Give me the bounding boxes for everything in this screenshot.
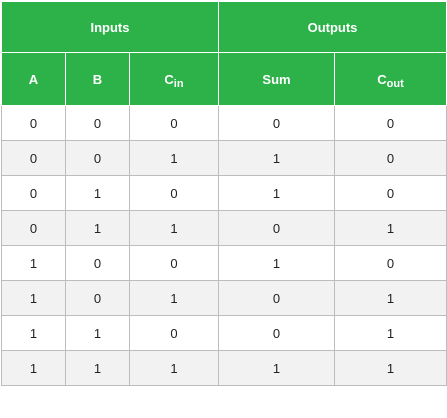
table-cell: 0 (129, 105, 219, 141)
column-header-b: B (65, 52, 130, 106)
table-cell: 0 (218, 210, 335, 246)
column-header-b-label: B (92, 71, 103, 87)
table-cell: 1 (1, 350, 66, 386)
table-cell: 1 (1, 280, 66, 316)
column-header-cout-subscript: out (386, 77, 404, 90)
table-cell: 1 (333, 210, 447, 246)
table-cell: 0 (65, 245, 130, 281)
table-cell: 1 (333, 350, 447, 386)
table-cell: 1 (65, 350, 130, 386)
table-cell: 0 (65, 140, 130, 176)
column-header-sum: Sum (218, 52, 335, 106)
column-header-cin-subscript: in (173, 77, 184, 90)
table-cell: 0 (65, 280, 130, 316)
table-cell: 0 (129, 245, 219, 281)
table-row: 0 0 1 1 0 (1, 140, 447, 176)
group-header-inputs: Inputs (1, 1, 219, 53)
table-cell: 1 (218, 140, 335, 176)
table-cell: 0 (1, 140, 66, 176)
table-cell: 0 (333, 105, 447, 141)
column-header-cin-label: C (164, 71, 174, 87)
table-cell: 0 (218, 280, 335, 316)
column-header-cout: Cout (333, 52, 447, 106)
table-row: 1 0 0 1 0 (1, 245, 447, 281)
column-header-cin: Cin (129, 52, 219, 106)
table-cell: 1 (65, 175, 130, 211)
table-cell: 0 (129, 175, 219, 211)
table-row: 0 0 0 0 0 (1, 105, 447, 141)
table-cell: 1 (218, 245, 335, 281)
table-cell: 1 (129, 350, 219, 386)
table-row: 0 1 1 0 1 (1, 210, 447, 246)
table-cell: 1 (129, 280, 219, 316)
table-cell: 0 (65, 105, 130, 141)
column-header-a: A (1, 52, 66, 106)
table-row: 1 0 1 0 1 (1, 280, 447, 316)
table-cell: 1 (65, 315, 130, 351)
group-header-outputs: Outputs (217, 1, 447, 53)
table-cell: 1 (129, 210, 219, 246)
table-cell: 0 (218, 315, 335, 351)
table-cell: 1 (218, 350, 335, 386)
table-cell: 1 (1, 245, 66, 281)
table-cell: 1 (333, 280, 447, 316)
table-cell: 1 (218, 175, 335, 211)
column-header-a-label: A (28, 71, 39, 87)
table-cell: 1 (1, 315, 66, 351)
table-cell: 0 (218, 105, 335, 141)
table-cell: 1 (65, 210, 130, 246)
table-cell: 0 (333, 175, 447, 211)
table-cell: 0 (333, 140, 447, 176)
table-cell: 0 (129, 315, 219, 351)
truth-table: Inputs Outputs A B Cin Sum Cout 0 0 0 0 … (1, 1, 447, 386)
table-cell: 0 (1, 210, 66, 246)
table-row: 1 1 0 0 1 (1, 315, 447, 351)
column-header-cout-label: C (377, 71, 387, 87)
column-header-sum-label: Sum (262, 71, 291, 87)
table-cell: 0 (1, 175, 66, 211)
table-cell: 1 (129, 140, 219, 176)
table-cell: 0 (333, 245, 447, 281)
table-row: 1 1 1 1 1 (1, 350, 447, 386)
table-cell: 0 (1, 105, 66, 141)
table-cell: 1 (333, 315, 447, 351)
table-row: 0 1 0 1 0 (1, 175, 447, 211)
